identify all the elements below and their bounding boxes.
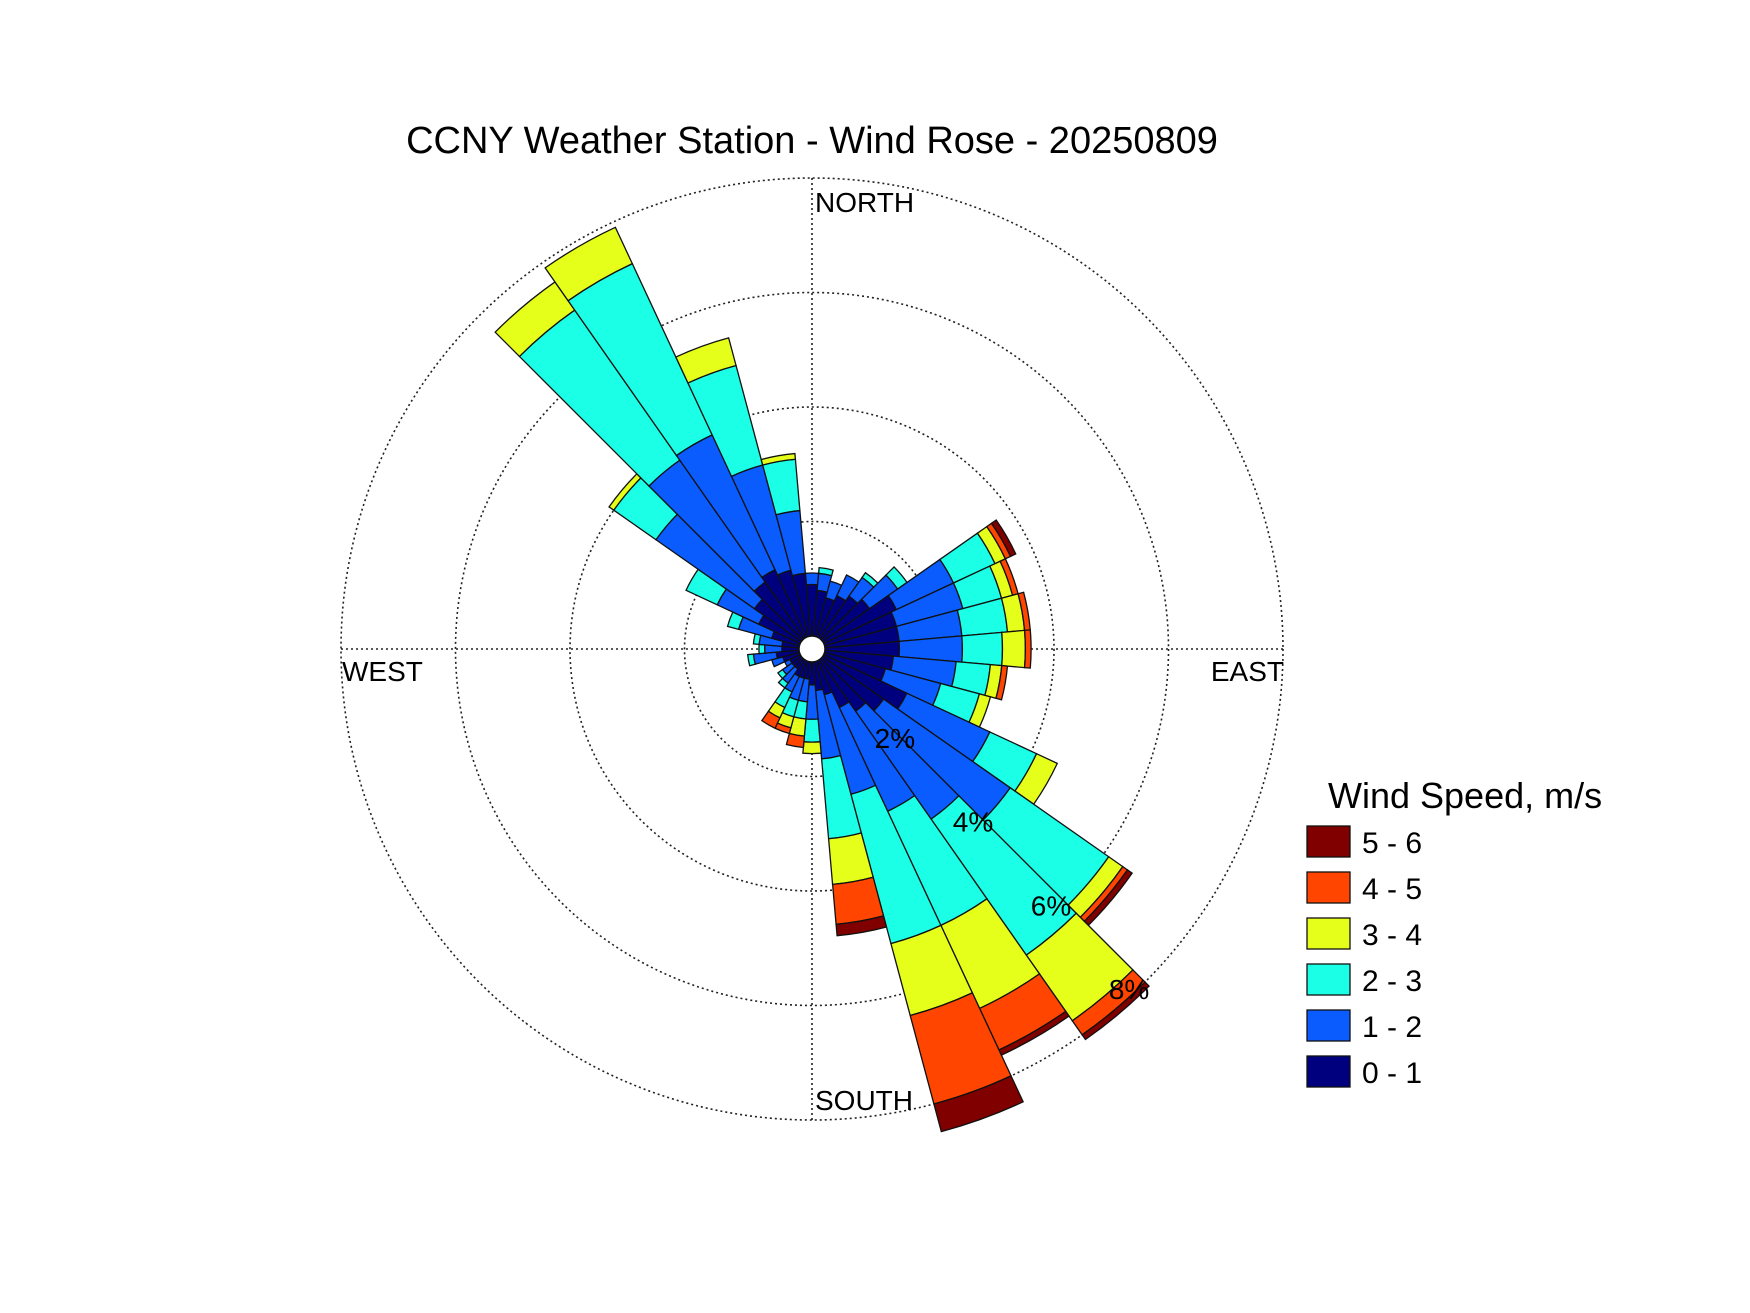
legend-label-0: 5 - 6 [1362,827,1422,860]
legend: Wind Speed, m/s 5 - 6 4 - 5 3 - 4 2 - 3 1 - … [1306,775,1602,1090]
legend-label-3: 2 - 3 [1362,965,1422,998]
center-hole [798,635,826,663]
petal-230-bin-2 [776,668,788,680]
petal-180-bin-3 [802,741,822,755]
ring-label-3: 6% [1031,890,1071,921]
chart-title: CCNY Weather Station - Wind Rose - 20250… [406,120,1218,162]
petal-180-bin-2 [803,718,821,743]
grid-ring-2 [569,406,1055,892]
grid-ring-3 [454,291,1170,1007]
legend-swatch-3 [1306,963,1351,996]
petal-140-bin-5 [1081,981,1151,1041]
petal-210-bin-4 [760,710,781,730]
petal-10-bin-2 [817,566,834,577]
petal-160-bin-5 [933,1075,1025,1133]
legend-swatch-1 [1306,871,1351,904]
legend-label-2: 3 - 4 [1362,919,1422,952]
legend-title: Wind Speed, m/s [1328,775,1602,816]
legend-label-1: 4 - 5 [1362,873,1422,906]
ring-labels: 2% 4% 6% 8% [875,723,1150,1005]
ring-label-4: 8% [1109,974,1149,1005]
ring-label-2: 4% [953,807,993,838]
petal-220-bin-2 [777,677,790,689]
petal-190-bin-4 [785,732,806,749]
legend-swatch-2 [1306,917,1351,950]
petal-260-bin-2 [747,653,756,667]
direction-label-east: EAST [1211,656,1284,687]
direction-label-west: WEST [342,656,423,687]
petal-90-bin-3 [1001,629,1027,669]
petal-60-bin-5 [990,519,1017,558]
petal-340-bin-3 [674,337,737,384]
legend-label-4: 1 - 2 [1362,1011,1422,1044]
ring-label-1: 2% [875,723,915,754]
legend-swatch-4 [1306,1009,1351,1042]
petal-90-bin-4 [1023,629,1032,669]
petal-270-bin-2 [758,643,766,655]
petal-0-bin-1 [804,572,820,586]
petal-100-bin-4 [995,664,1009,701]
petal-90-bin-2 [961,631,1004,667]
petal-350-bin-3 [760,452,797,466]
legend-swatch-5 [1306,1055,1351,1088]
legend-label-5: 0 - 1 [1362,1057,1422,1090]
legend-swatch-0 [1306,825,1351,858]
direction-label-north: NORTH [815,187,914,218]
petals [494,226,1151,1133]
petal-330-bin-3 [544,226,634,302]
direction-label-south: SOUTH [815,1085,913,1116]
petal-170-bin-5 [835,915,888,937]
